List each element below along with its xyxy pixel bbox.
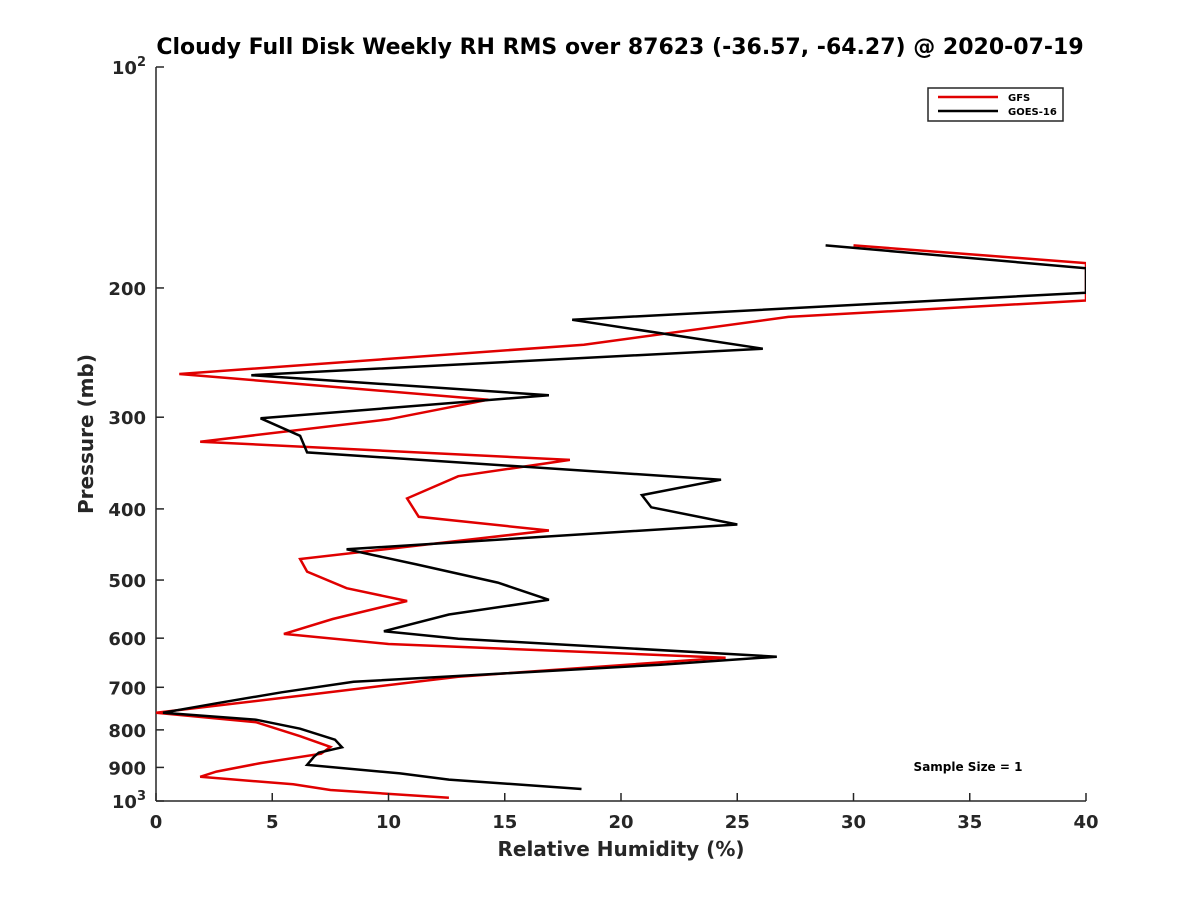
legend: GFS GOES-16	[927, 87, 1064, 122]
y-axis-label: Pressure (mb)	[74, 354, 98, 514]
legend-box	[927, 87, 1064, 122]
x-tick-label: 25	[725, 812, 750, 833]
y-tick-label: 500	[108, 571, 146, 592]
series-line-gfs	[156, 244, 1086, 800]
y-tick-label: 300	[108, 408, 146, 429]
sample-size-annotation: Sample Size = 1	[914, 760, 1023, 774]
x-tick-label: 20	[608, 812, 633, 833]
x-tick-label: 5	[266, 812, 279, 833]
x-tick-label: 30	[841, 812, 866, 833]
y-tick-label: 200	[108, 279, 146, 300]
y-tick-label: 600	[108, 629, 146, 650]
x-ticks: 0 5 10 15 20 25 30 35 40	[150, 793, 1099, 833]
x-tick-label: 15	[492, 812, 517, 833]
y-tick-label: 102	[112, 55, 146, 79]
legend-label-goes16: GOES-16	[1008, 107, 1057, 118]
y-tick-label: 900	[108, 758, 146, 779]
y-tick-label: 103	[112, 789, 146, 813]
x-tick-label: 40	[1073, 812, 1098, 833]
series-line-goes16	[162, 244, 1086, 791]
x-tick-label: 35	[957, 812, 982, 833]
legend-label-gfs: GFS	[1008, 93, 1030, 104]
y-tick-label: 400	[108, 500, 146, 521]
series-layer	[156, 244, 1086, 800]
x-tick-label: 0	[150, 812, 163, 833]
y-ticks: 102 200 300 400 500 600 700 800 900 103	[108, 55, 164, 813]
chart-title: Cloudy Full Disk Weekly RH RMS over 8762…	[156, 35, 1083, 60]
y-tick-label: 800	[108, 721, 146, 742]
x-tick-label: 10	[376, 812, 401, 833]
x-axis-label: Relative Humidity (%)	[497, 837, 744, 861]
y-tick-label: 700	[108, 678, 146, 699]
